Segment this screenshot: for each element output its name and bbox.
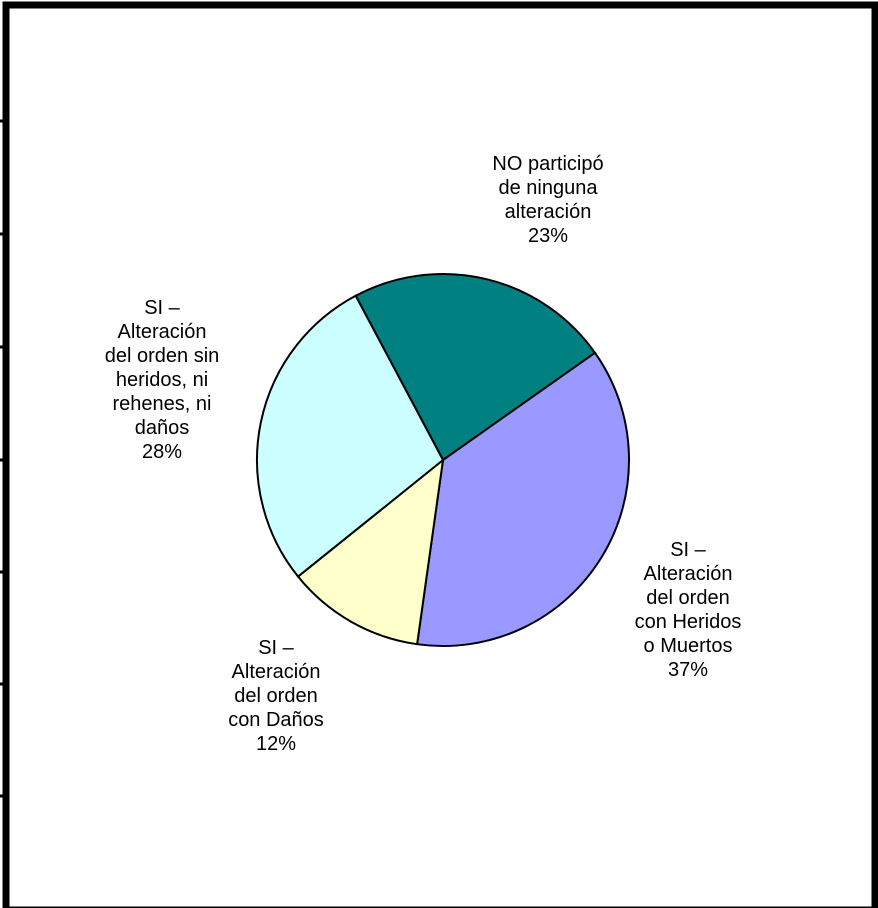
slice-label-4: SI – Alteración del orden sin heridos, ni re… bbox=[105, 297, 220, 463]
slice-percent-label: 37% bbox=[668, 659, 708, 681]
slice-label-line: SI – bbox=[258, 637, 294, 659]
pie-slice-2 bbox=[415, 351, 630, 647]
slice-label-line: con Heridos bbox=[635, 611, 742, 633]
pie-slices bbox=[256, 273, 630, 647]
pie-labels: NO participó de ninguna alteración 23%SI – A… bbox=[105, 153, 742, 755]
slice-label-2: SI – Alteración del orden con Heridos o Muer… bbox=[635, 539, 742, 681]
slice-label-line: con Daños bbox=[228, 709, 324, 731]
pie-slice-1 bbox=[354, 273, 597, 462]
pie-slice-3 bbox=[296, 457, 445, 646]
slice-label-line: Alteración bbox=[232, 661, 321, 683]
slice-label-line: del orden sin bbox=[105, 345, 220, 367]
slice-label-line: NO participó bbox=[492, 153, 603, 175]
slice-label-line: alteración bbox=[505, 201, 592, 223]
slice-label-line: SI – bbox=[670, 539, 706, 561]
slice-percent-label: 12% bbox=[256, 733, 296, 755]
slice-label-line: del orden bbox=[646, 587, 729, 609]
pie-slice-4 bbox=[256, 294, 445, 578]
slice-label-1: NO participó de ninguna alteración 23% bbox=[492, 153, 603, 247]
slice-label-line: Alteración bbox=[118, 321, 207, 343]
slice-label-3: SI – Alteración del orden con Daños 12% bbox=[228, 637, 324, 755]
slice-label-line: Alteración bbox=[644, 563, 733, 585]
slice-label-line: SI – bbox=[144, 297, 180, 319]
slice-label-line: o Muertos bbox=[644, 635, 733, 657]
slice-percent-label: 28% bbox=[142, 441, 182, 463]
slice-label-line: daños bbox=[135, 417, 190, 439]
slice-label-line: rehenes, ni bbox=[113, 393, 212, 415]
slice-label-line: de ninguna bbox=[499, 177, 599, 199]
left-edge-ticks bbox=[0, 119, 8, 798]
slice-label-line: del orden bbox=[234, 685, 317, 707]
slice-label-line: heridos, ni bbox=[116, 369, 208, 391]
slice-percent-label: 23% bbox=[528, 225, 568, 247]
